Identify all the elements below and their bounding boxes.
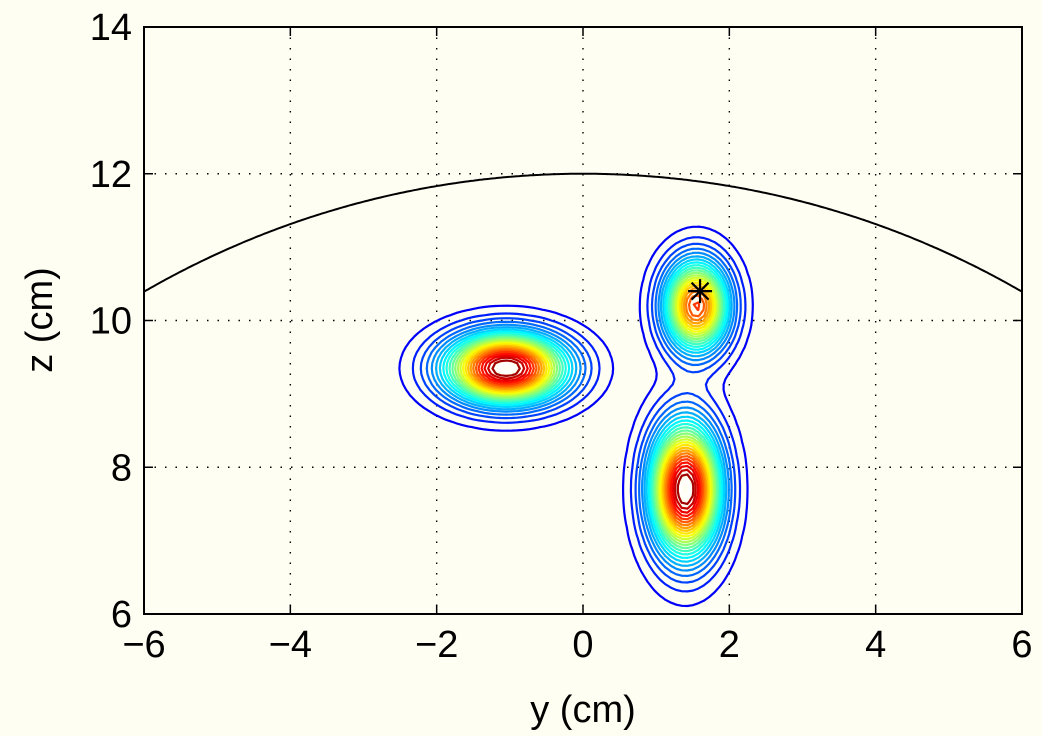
contour-level <box>483 354 699 514</box>
contour-level <box>438 258 731 563</box>
x-tick-label: −2 <box>415 624 458 666</box>
contour-lines <box>398 225 754 608</box>
x-tick-label: 6 <box>1011 624 1032 666</box>
contour-level <box>448 266 725 553</box>
contour-level <box>469 287 711 530</box>
contour-level <box>472 290 708 527</box>
contour-level <box>442 261 729 559</box>
contour-level <box>445 264 727 556</box>
x-tick-label: −6 <box>122 624 165 666</box>
contour-level <box>425 247 739 577</box>
y-tick-label: 12 <box>90 154 132 196</box>
contour-level <box>464 281 714 535</box>
y-axis-label: z (cm) <box>19 267 61 373</box>
contour-level <box>474 294 706 524</box>
contour-level <box>419 242 742 584</box>
contour-level <box>491 359 695 505</box>
x-tick-label: −4 <box>269 624 312 666</box>
contour-level <box>435 255 733 567</box>
contour-level <box>430 251 736 572</box>
y-tick-label: 14 <box>90 7 132 49</box>
x-tick-label: 2 <box>719 624 740 666</box>
contour-level <box>477 301 703 521</box>
contour-level <box>398 225 754 608</box>
contour-level <box>480 352 701 518</box>
contour-level <box>461 279 716 538</box>
x-tick-label: 4 <box>865 624 886 666</box>
y-tick-label: 6 <box>111 594 132 636</box>
x-axis-label: y (cm) <box>530 689 636 731</box>
peak-marker-asterisk <box>688 279 713 304</box>
x-tick-label: 0 <box>572 624 593 666</box>
contour-level <box>454 271 722 547</box>
contour-level <box>451 269 723 550</box>
contour-level <box>466 284 713 532</box>
contour-level <box>456 274 720 544</box>
boundary-circle-arc <box>143 172 1023 293</box>
y-tick-label: 10 <box>90 301 132 343</box>
plot-area <box>144 27 1022 614</box>
axis-ticks: −6 −4 −2 0 2 4 6 6 8 10 12 14 <box>90 7 1033 666</box>
contour-level <box>459 276 718 541</box>
marker-stroke <box>690 281 710 301</box>
contour-level <box>497 362 691 499</box>
contour-level <box>411 236 747 593</box>
contour-level <box>487 356 697 510</box>
y-tick-label: 8 <box>111 447 132 489</box>
